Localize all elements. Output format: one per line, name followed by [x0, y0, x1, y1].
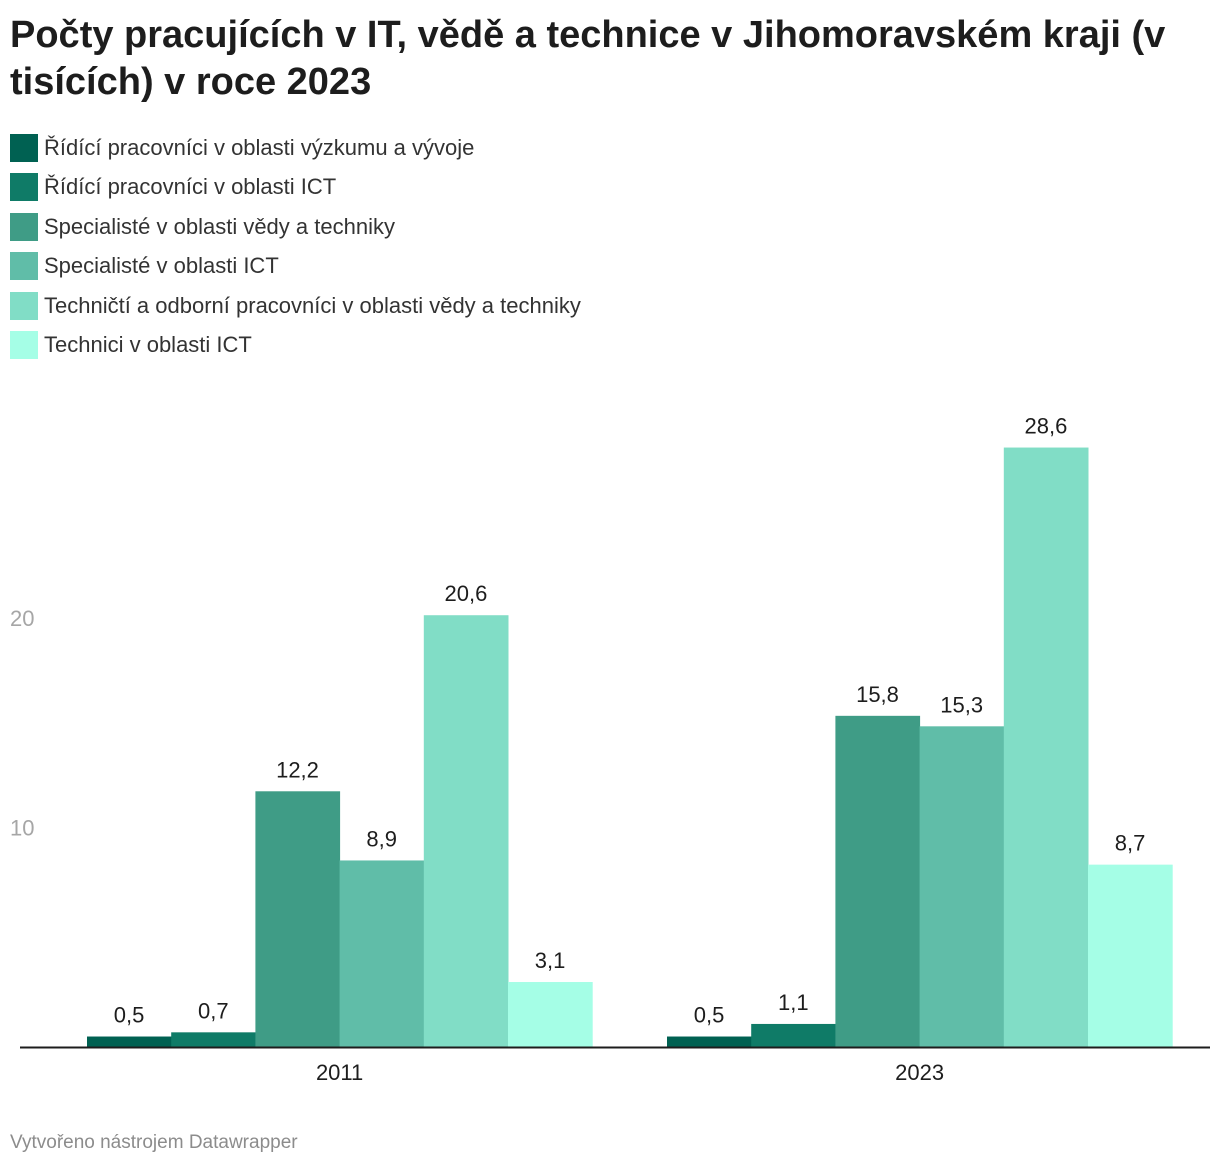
bar-value-label: 3,1	[535, 948, 566, 973]
bar	[835, 715, 921, 1047]
bar-chart: 10 20 0,5 0,7 12,2 8,9 20,6 3,1 2011 0,5 1,1 15,8 15…	[10, 414, 1210, 1085]
bar	[508, 982, 593, 1047]
bar	[1088, 864, 1173, 1047]
legend-swatch	[10, 331, 38, 360]
bar-value-label: 8,9	[366, 826, 397, 851]
bar-value-label: 20,6	[444, 581, 487, 606]
legend-swatch	[10, 173, 38, 202]
legend-item: Technici v oblasti ICT	[10, 326, 581, 366]
bar-value-label: 12,2	[276, 757, 319, 782]
legend-swatch	[10, 252, 38, 281]
legend-swatch	[10, 212, 38, 241]
bar	[751, 1023, 836, 1047]
legend-swatch	[10, 133, 38, 162]
chart-title: Počty pracujících v IT, vědě a technice …	[10, 14, 1166, 103]
legend-item: Specialisté v oblasti ICT	[10, 247, 581, 287]
legend: Řídící pracovníci v oblasti výzkumu a vý…	[10, 128, 581, 365]
bar-value-label: 0,7	[198, 998, 229, 1023]
bar	[667, 1036, 752, 1047]
legend-label: Techničtí a odborní pracovníci v oblasti…	[44, 292, 581, 318]
bar-value-label: 15,8	[856, 682, 899, 707]
bar-value-label: 1,1	[778, 990, 809, 1015]
y-tick-label: 20	[10, 606, 34, 631]
legend-item: Techničtí a odborní pracovníci v oblasti…	[10, 286, 581, 326]
bar-value-label: 8,7	[1115, 831, 1146, 856]
bar	[87, 1036, 172, 1047]
y-tick-label: 10	[10, 815, 34, 840]
x-category-label: 2011	[316, 1060, 363, 1085]
legend-swatch	[10, 291, 38, 320]
legend-label: Specialisté v oblasti vědy a techniky	[44, 213, 395, 239]
bar-value-label: 28,6	[1024, 414, 1067, 439]
bar	[255, 791, 341, 1047]
legend-label: Řídící pracovníci v oblasti ICT	[44, 174, 337, 200]
bar-value-label: 0,5	[694, 1003, 725, 1028]
legend-label: Specialisté v oblasti ICT	[44, 253, 279, 279]
legend-item: Specialisté v oblasti vědy a techniky	[10, 207, 581, 247]
x-category-label: 2023	[895, 1060, 944, 1085]
bar	[339, 860, 425, 1047]
bar	[171, 1032, 256, 1047]
legend-item: Řídící pracovníci v oblasti výzkumu a vý…	[10, 128, 581, 168]
bar	[919, 726, 1005, 1047]
bar	[1003, 447, 1089, 1047]
bar-value-label: 15,3	[940, 692, 983, 717]
bar	[423, 615, 509, 1047]
legend-label: Technici v oblasti ICT	[44, 332, 252, 358]
legend-item: Řídící pracovníci v oblasti ICT	[10, 168, 581, 208]
bar-value-label: 0,5	[114, 1003, 145, 1028]
legend-label: Řídící pracovníci v oblasti výzkumu a vý…	[44, 134, 475, 160]
footer-credit: Vytvořeno nástrojem Datawrapper	[10, 1132, 298, 1153]
